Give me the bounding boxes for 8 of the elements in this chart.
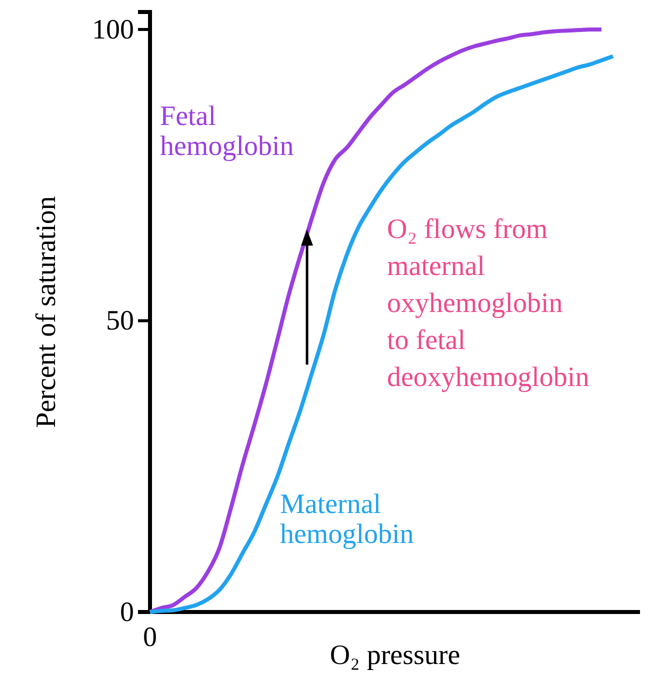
series-label: Fetal hemoglobin — [160, 101, 294, 162]
x-axis-title: O₂ pressure — [330, 640, 460, 671]
y-tick-label: 50 — [106, 306, 134, 337]
y-tick-label: 100 — [92, 14, 134, 46]
y-tick-label: 0 — [120, 596, 134, 628]
y-axis-title: Percent of saturation — [31, 196, 62, 428]
series-label: Maternal hemoglobin — [280, 489, 414, 550]
annotation: O₂ flows from maternal oxyhemoglobin to fetal deoxyhemoglobin — [387, 214, 590, 393]
